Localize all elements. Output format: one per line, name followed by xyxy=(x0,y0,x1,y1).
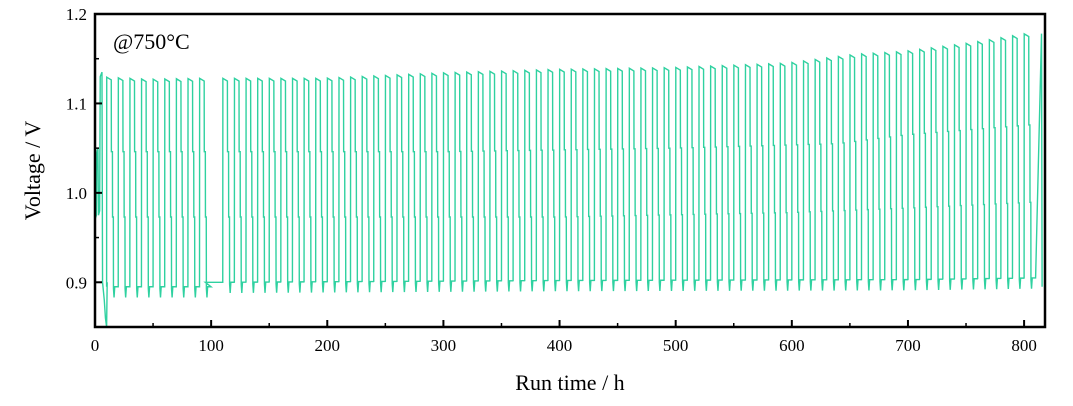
plot-frame xyxy=(93,12,1047,329)
y-tick-label: 1.2 xyxy=(66,5,87,24)
x-tick-label: 300 xyxy=(431,336,457,355)
x-tick-label: 500 xyxy=(663,336,689,355)
x-tick-label: 600 xyxy=(779,336,805,355)
x-tick-label: 200 xyxy=(315,336,341,355)
x-tick-label: 800 xyxy=(1011,336,1037,355)
x-tick-label: 100 xyxy=(198,336,224,355)
temperature-annotation: @750°C xyxy=(113,29,190,54)
x-tick-label: 700 xyxy=(895,336,921,355)
y-axis-ticks: 0.9 1.0 1.1 1.2 xyxy=(66,5,102,292)
x-tick-label: 0 xyxy=(91,336,100,355)
y-tick-label: 0.9 xyxy=(66,273,87,292)
y-tick-label: 1.1 xyxy=(66,94,87,113)
x-tick-label: 400 xyxy=(547,336,573,355)
voltage-series-line xyxy=(94,32,1043,328)
y-axis-title: Voltage / V xyxy=(20,121,45,221)
x-axis-ticks: 0 100 200 300 400 500 600 700 800 xyxy=(91,320,1037,355)
plot-area xyxy=(94,32,1043,328)
y-tick-label: 1.0 xyxy=(66,184,87,203)
x-axis-title: Run time / h xyxy=(515,370,624,395)
